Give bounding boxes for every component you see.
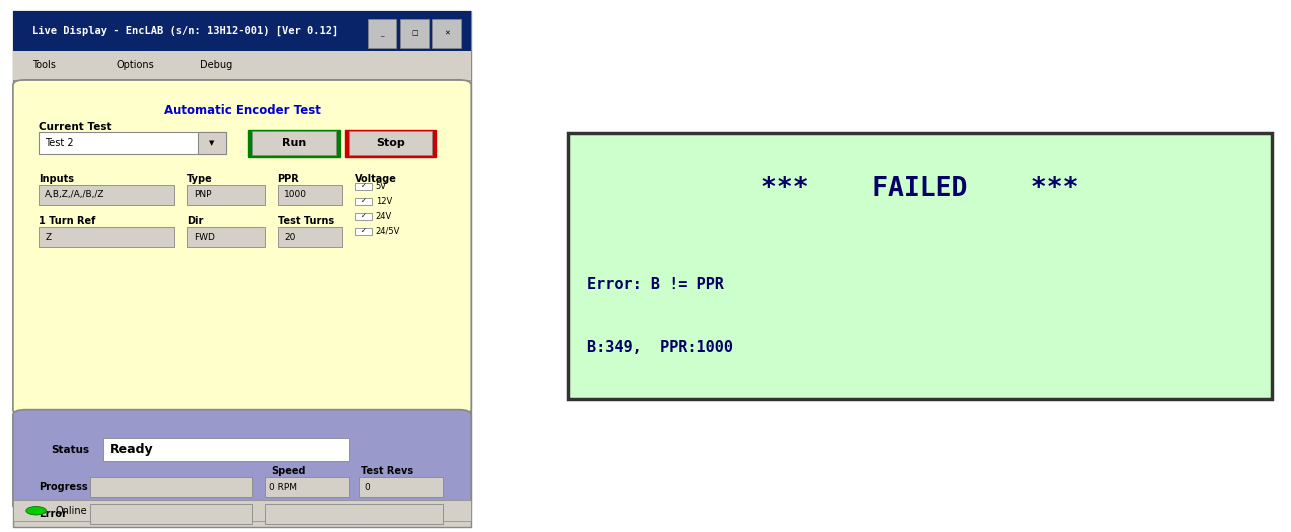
Text: Test Revs: Test Revs [361,466,413,476]
Bar [187,185,265,205]
Text: Speed: Speed [271,466,306,476]
Bar [39,132,226,154]
Text: Debug: Debug [200,60,232,70]
Text: 20: 20 [284,233,296,242]
Bar [359,477,443,497]
Text: Automatic Encoder Test: Automatic Encoder Test [164,104,320,117]
Bar [198,132,226,154]
Bar [252,131,336,155]
Bar [400,19,429,48]
Text: ***    FAILED    ***: *** FAILED *** [762,176,1078,202]
Bar [432,19,461,48]
Text: 24V: 24V [376,212,392,221]
Bar [355,183,372,190]
FancyBboxPatch shape [13,80,471,415]
Bar [265,504,443,524]
Bar [278,185,342,205]
Text: B:349,  PPR:1000: B:349, PPR:1000 [587,340,733,355]
Bar [355,213,372,220]
Text: ✓: ✓ [360,184,367,189]
Bar [368,19,396,48]
Circle shape [26,506,46,515]
Text: 12V: 12V [376,197,392,206]
Text: 0: 0 [364,483,369,492]
Text: FWD: FWD [194,233,214,242]
Bar [278,227,342,247]
Text: Tools: Tools [32,60,56,70]
Text: 1000: 1000 [284,190,307,199]
Bar [13,11,471,51]
Bar [13,11,471,527]
Text: ▼: ▼ [209,140,214,146]
Bar [349,131,432,155]
Text: _: _ [381,30,383,37]
Text: PNP: PNP [194,190,212,199]
Text: A,B,Z,/A,/B,/Z: A,B,Z,/A,/B,/Z [45,190,105,199]
Text: Type: Type [187,173,213,184]
Text: 5V: 5V [376,182,387,191]
Text: ✕: ✕ [444,30,449,37]
Bar [39,227,174,247]
Text: Test 2: Test 2 [45,138,74,148]
Text: Ready: Ready [110,443,154,456]
Text: 24/5V: 24/5V [376,227,400,236]
Bar [13,51,471,80]
Text: Inputs: Inputs [39,173,74,184]
Text: Test Turns: Test Turns [278,216,333,226]
Bar [355,228,372,235]
Bar [187,227,265,247]
Text: ✓: ✓ [360,228,367,234]
Text: PPR: PPR [278,173,300,184]
Text: 0 RPM: 0 RPM [269,483,297,492]
Bar [13,500,471,521]
Text: Error: B != PPR: Error: B != PPR [587,277,724,292]
Text: Run: Run [281,138,306,148]
Bar [265,477,349,497]
Bar [345,130,436,157]
Bar [103,438,349,461]
Bar [39,185,174,205]
Text: Progress: Progress [39,483,88,492]
Text: ✓: ✓ [360,198,367,204]
Text: Options: Options [116,60,154,70]
Text: □: □ [411,30,418,37]
Text: Status: Status [52,445,90,454]
Text: Current Test: Current Test [39,122,111,132]
Text: Dir: Dir [187,216,204,226]
Text: Stop: Stop [376,138,405,148]
Text: Voltage: Voltage [355,173,396,184]
Text: Error: Error [39,509,67,519]
Text: Live Display - EncLAB (s/n: 13H12-001) [Ver 0.12]: Live Display - EncLAB (s/n: 13H12-001) [… [32,26,338,36]
Bar [90,504,252,524]
Text: 1 Turn Ref: 1 Turn Ref [39,216,96,226]
Text: Z: Z [45,233,52,242]
Bar [248,130,340,157]
Text: ✓: ✓ [360,213,367,219]
FancyBboxPatch shape [13,410,471,511]
Text: Online: Online [56,506,86,516]
Bar [90,477,252,497]
Bar [355,198,372,205]
Bar [568,133,1272,399]
